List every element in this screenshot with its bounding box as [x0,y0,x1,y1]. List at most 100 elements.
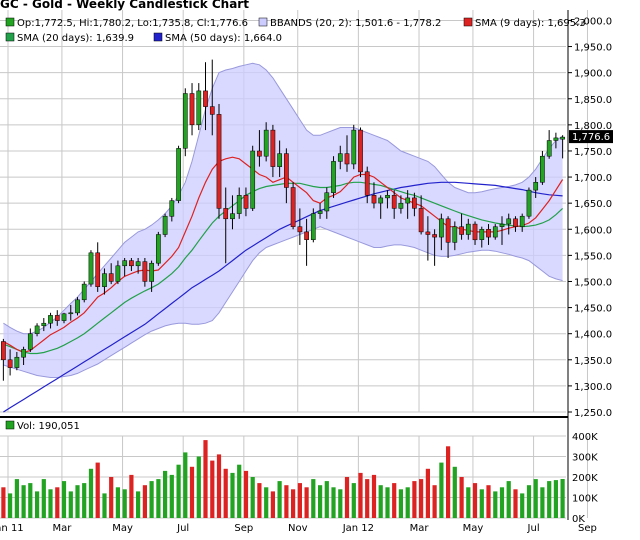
x-axis: Jan 11 Mar May Jul Sep Nov Jan 12 Mar May Jul Sep [0,523,597,534]
volume-bar [499,487,505,519]
candle-body [317,210,323,214]
volume-bar [331,487,336,519]
sma50-swatch [153,32,163,42]
candle-body [405,197,411,204]
x-tick-label: Jul [527,523,540,534]
candle-body [418,208,424,233]
volume-bar [230,472,235,518]
candle-body [310,213,316,240]
volume-bar [318,485,323,518]
volume-bar [338,489,343,518]
ohlc-legend: Op:1,772.5, Hi:1,780.2, Lo:1,735.8, Cl:1… [17,18,248,29]
candle-body [331,161,336,193]
candle-body [513,218,518,227]
volume-bar [35,491,40,518]
volume-bar [142,485,147,518]
chart-title: GC - Gold - Weekly Candlestick Chart [0,0,249,11]
volume-bar [520,493,525,518]
volume-bar [486,485,491,518]
candle-body [176,148,181,201]
volume-bar [291,489,296,518]
volume-bar [284,485,289,518]
candle-body [337,153,343,162]
candle-body [519,215,525,227]
volume-tick-label: 400K [572,432,598,443]
volume-bar [176,464,181,518]
candle-body [553,137,559,141]
volume-bar [365,479,370,518]
volume-bar [466,487,471,519]
sma9-legend: SMA (9 days): 1,695.3 [475,18,586,29]
volume-bar [398,489,403,518]
volume-bar [68,491,73,518]
candle-body [499,223,505,227]
volume-bar [109,477,114,518]
volume-bar [472,483,478,518]
candle-body [351,129,357,165]
volume-bar [169,474,174,518]
volume-tick-label: 300K [572,453,598,464]
candle-body [182,93,188,149]
volume-bar [547,481,552,518]
x-tick-label: Sep [578,523,597,534]
candle-body [324,192,330,212]
price-tick-label: 1,700.0 [574,173,612,184]
candle-body [270,129,276,167]
volume-bar [183,452,188,518]
volume-bar [115,487,120,519]
candle-body [344,153,350,165]
volume-bar [189,466,195,519]
volume-grid [0,435,588,519]
candle-body [304,231,309,240]
volume-bar [196,456,201,518]
price-tick-label: 1,950.0 [574,43,612,54]
volume-bar [277,481,282,518]
volume-bar [324,481,329,518]
x-tick-label: Mar [410,523,430,534]
candle-body [169,200,175,217]
candle-body [203,90,208,107]
volume-bar [257,483,262,518]
candle-body [122,260,128,267]
volume-bars [1,440,565,519]
volume-bar [8,493,13,518]
candle-body [506,218,512,225]
candle-body [445,218,451,243]
volume-bar [82,483,87,518]
volume-bar [223,468,228,518]
price-tick-label: 1,250.0 [574,408,612,419]
volume-bar [526,485,532,518]
volume-bar [243,470,249,518]
chart-legend: GC - Gold - Weekly Candlestick Chart Op:… [0,0,586,44]
candle-body [284,153,289,188]
price-tick-label: 1,750.0 [574,147,612,158]
volume-tick-label: 200K [572,473,598,484]
candle-body [48,315,53,324]
candle-body [196,90,202,126]
candle-body [236,195,242,214]
volume-bar [412,481,417,518]
x-tick-label: Jan 11 [0,523,24,534]
volume-bar [237,464,242,518]
volume-bar [419,479,424,518]
volume-bar [439,462,444,518]
x-tick-label: Sep [234,523,253,534]
volume-tick-label: 0K [572,514,585,525]
volume-bar [344,477,350,518]
volume-bar [41,479,46,518]
volume-bar [493,491,498,518]
sma20-legend: SMA (20 days): 1,639.9 [17,33,134,44]
candle-body [209,106,215,115]
volume-bar [136,491,141,518]
candle-body [189,93,195,126]
volume-bar [216,454,222,518]
volume-bar [459,477,464,518]
candle-body [385,195,390,199]
candle-body [492,226,498,238]
bollinger-band-area [3,63,563,378]
candle-body [230,213,235,220]
last-price-marker: 1,776.6 [569,130,613,144]
volume-bar [452,466,457,519]
candle-body [378,197,384,204]
